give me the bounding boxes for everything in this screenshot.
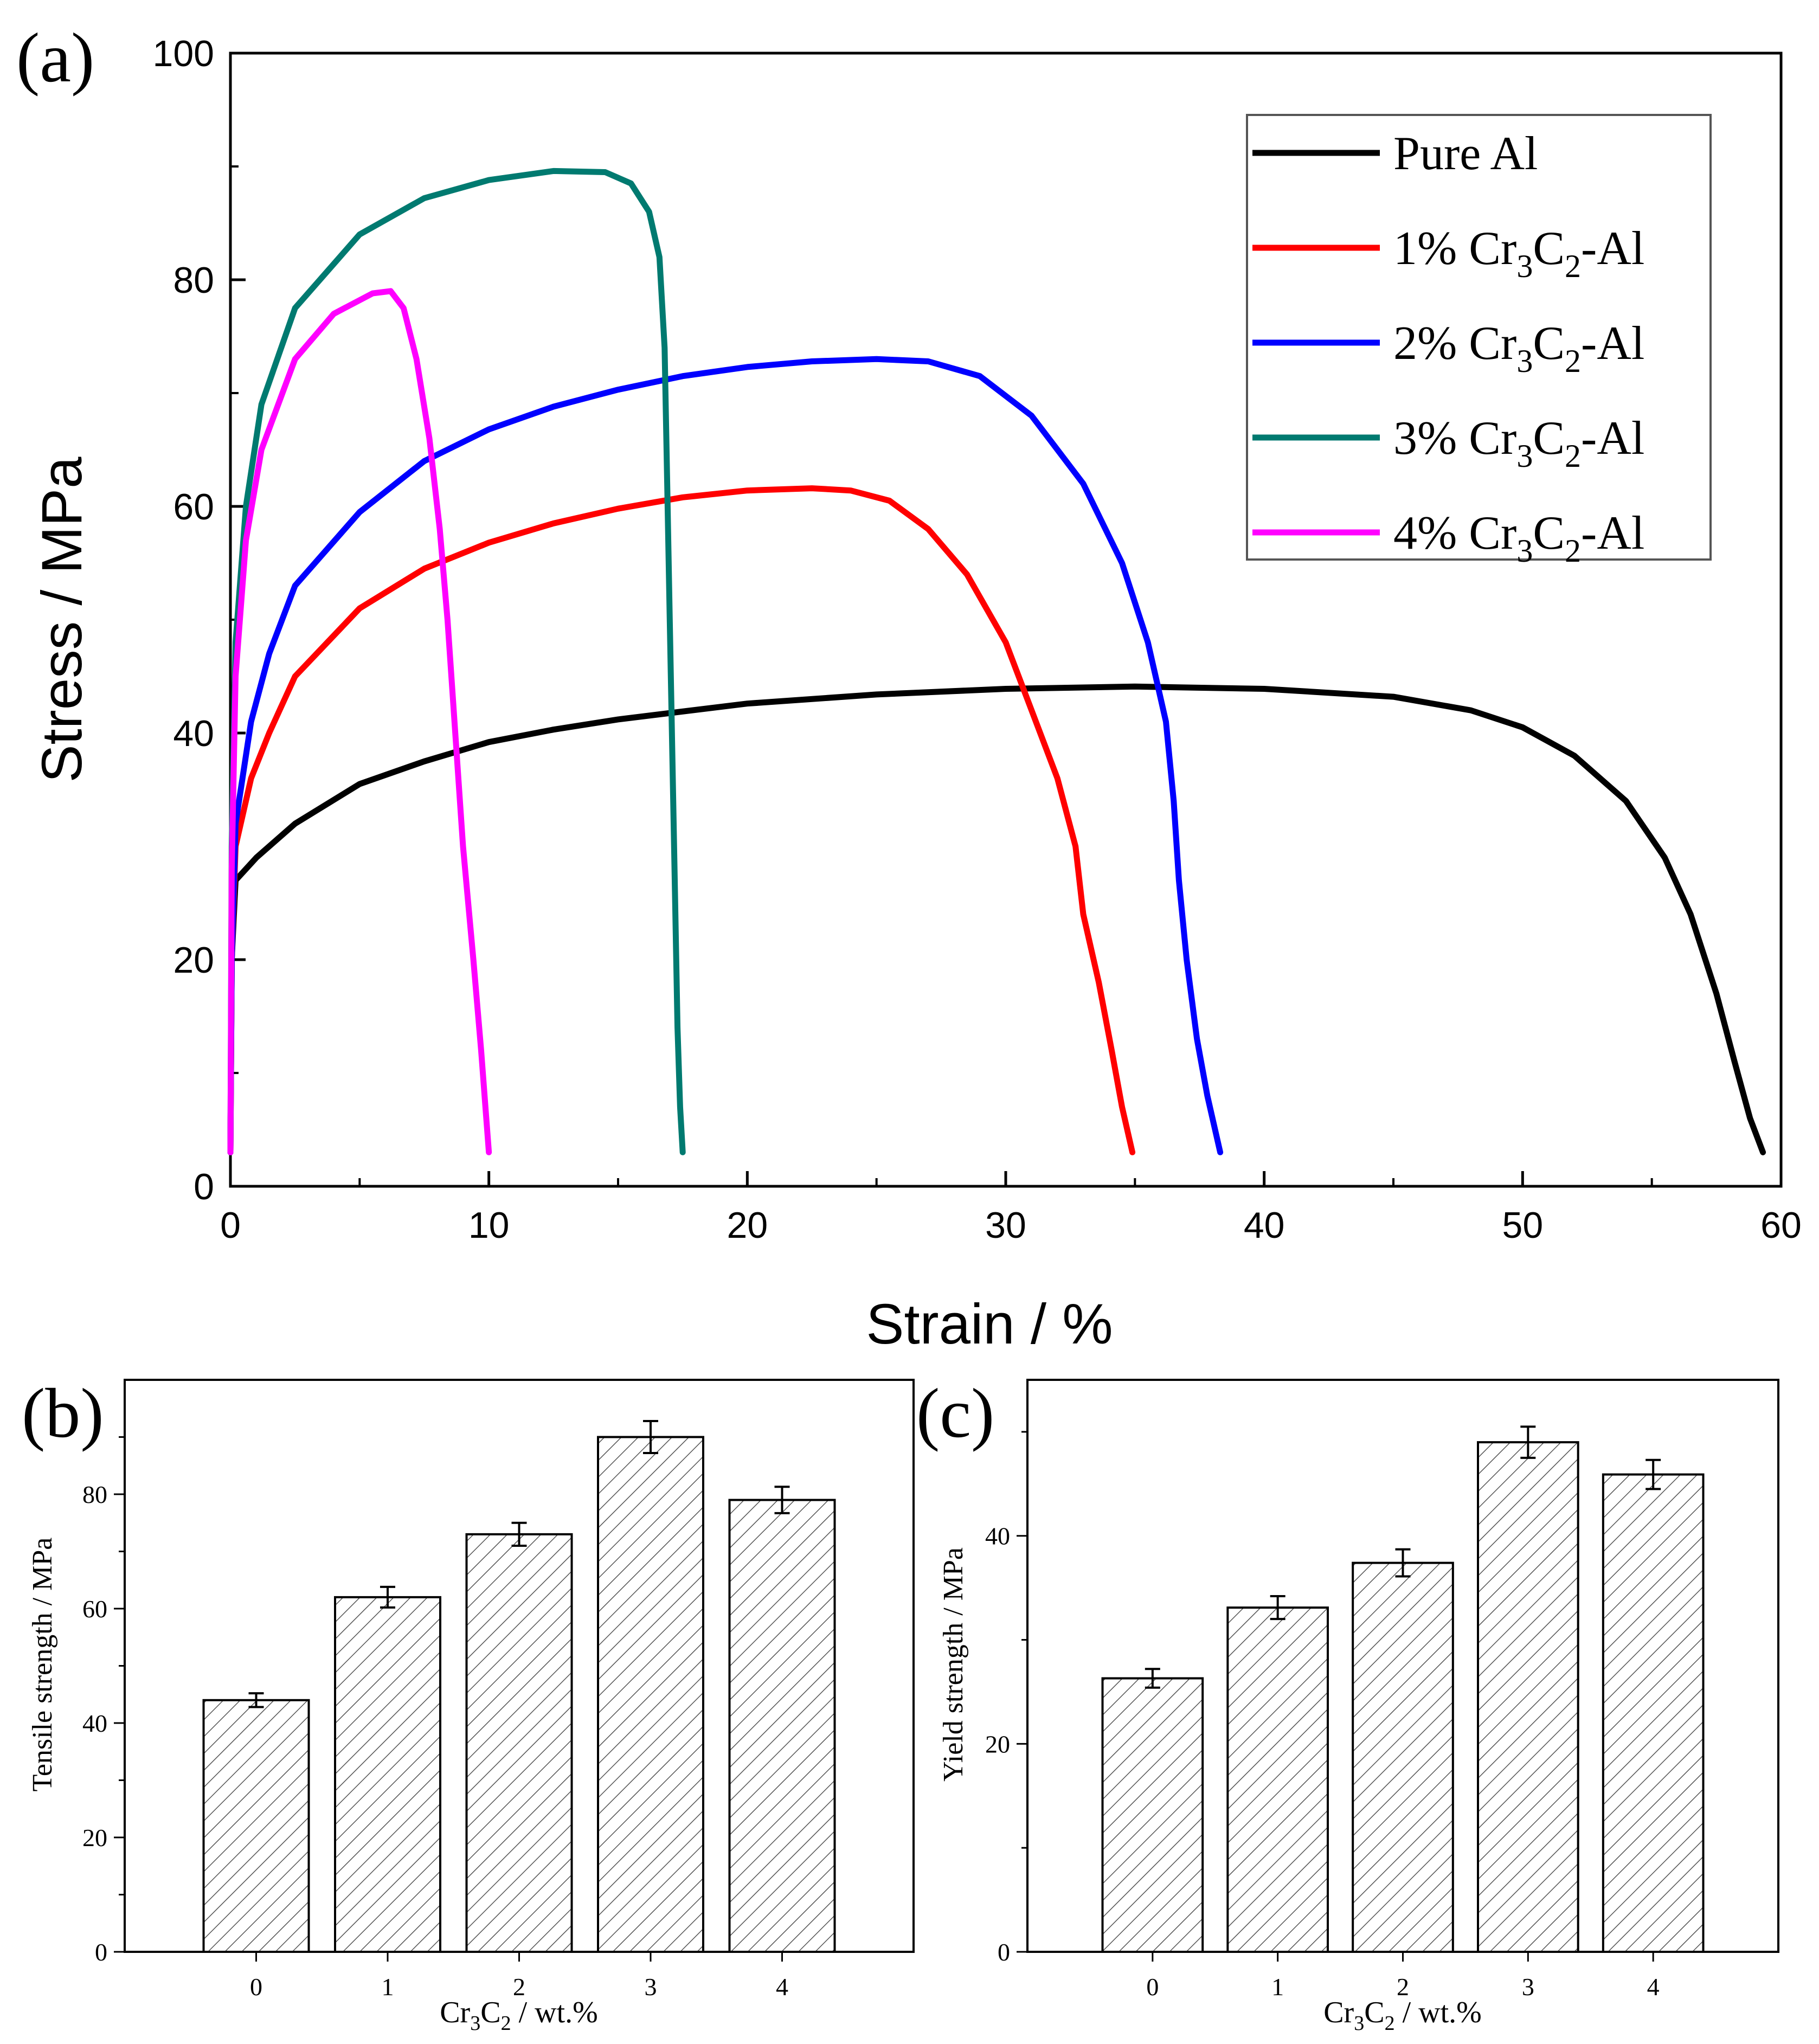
y-tick-label: 20 [985,1730,1010,1758]
x-tick-label: 30 [985,1205,1026,1246]
xlabel-part: / wt.% [511,1996,598,2029]
legend-text: 4% Cr [1393,507,1516,560]
legend-text: C [1533,222,1565,275]
y-tick-label: 40 [985,1522,1010,1550]
legend-text: -Al [1581,507,1644,560]
xlabel-subscript: 3 [1354,2012,1364,2035]
xlabel-part: C [1364,1996,1384,2029]
x-tick-label: 4 [1647,1973,1660,2001]
y-tick-label: 100 [153,33,214,74]
bar [1226,1606,1329,1953]
x-tick-label: 1 [1271,1973,1284,2001]
legend-text: 1% Cr [1393,222,1516,275]
y-axis-label: Tensile strength / MPa [27,1538,58,1792]
y-tick-label: 80 [173,260,214,301]
x-tick-label: 0 [1146,1973,1159,2001]
y-tick-label: 80 [82,1481,107,1508]
xlabel-part: C [480,1996,500,2029]
y-axis-label: Yield strength / MPa [938,1547,969,1782]
xlabel-part: Cr [1323,1996,1354,2029]
legend-text: 3% Cr [1393,412,1516,465]
legend-text: -Al [1581,412,1644,465]
legend-subscript: 3 [1516,438,1533,474]
bar [1352,1561,1454,1953]
series-line-1 [227,683,1766,1155]
x-axis-label: Cr3C2 / wt.% [440,1996,598,2035]
legend: Pure Al1% Cr3C2-Al2% Cr3C2-Al3% Cr3C2-Al… [1246,114,1712,569]
bar [465,1533,573,1953]
y-tick-label: 0 [194,1166,214,1207]
bar [597,1436,704,1953]
y-tick-label: 0 [95,1938,107,1966]
xlabel-part: Cr [440,1996,470,2029]
legend-label: 2% Cr3C2-Al [1393,317,1644,379]
legend-subscript: 2 [1565,438,1581,474]
legend-subscript: 2 [1565,248,1581,284]
x-tick-label: 1 [382,1973,394,2001]
legend-label: 1% Cr3C2-Al [1393,222,1644,284]
x-tick-label: 50 [1502,1205,1544,1246]
xlabel-subscript: 3 [470,2012,480,2035]
x-tick-label: 0 [250,1973,262,2001]
xlabel-subscript: 2 [501,2012,511,2035]
x-tick-label: 2 [1397,1973,1409,2001]
y-tick-label: 0 [998,1938,1010,1966]
legend-label: Pure Al [1393,127,1538,180]
y-tick-label: 60 [82,1595,107,1623]
panel-label-a: (a) [16,19,94,97]
bar [1602,1473,1705,1953]
y-tick-label: 20 [173,940,214,981]
bar [728,1499,836,1953]
bar [1477,1441,1579,1953]
series-line-3 [227,356,1224,1155]
legend-text: C [1533,507,1565,560]
x-tick-label: 40 [1244,1205,1285,1246]
y-tick-label: 40 [82,1709,107,1737]
legend-text: C [1533,412,1565,465]
line-chart-panel: 0 10 20 30 40 50 60 0 20 40 60 80 100 Strain / % Str… [30,33,1802,1356]
x-tick-label: 3 [1522,1973,1534,2001]
legend-text: C [1533,317,1565,370]
legend-subscript: 2 [1565,343,1581,379]
legend-box [1246,114,1712,561]
legend-text: -Al [1581,317,1644,370]
x-tick-label: 0 [220,1205,241,1246]
x-tick-label: 10 [468,1205,510,1246]
legend-subscript: 3 [1516,248,1533,284]
x-tick-label: 20 [727,1205,768,1246]
x-tick-label: 2 [513,1973,525,2001]
bar [334,1596,441,1953]
legend-text: 2% Cr [1393,317,1516,370]
x-tick-label: 4 [776,1973,788,2001]
series-line-5 [227,288,492,1155]
y-axis-label: Stress / MPa [30,457,94,783]
x-axis-label: Strain / % [866,1293,1113,1356]
x-axis-label: Cr3C2 / wt.% [1323,1996,1482,2035]
xlabel-subscript: 2 [1385,2012,1395,2035]
legend-label: 3% Cr3C2-Al [1393,412,1644,474]
panel-label-b: (b) [22,1374,104,1452]
x-tick-label: 60 [1760,1205,1802,1246]
legend-label: 4% Cr3C2-Al [1393,507,1644,569]
legend-subscript: 3 [1516,533,1533,569]
y-tick-label: 60 [173,486,214,528]
y-tick-label: 40 [173,713,214,754]
legend-text: Pure Al [1393,127,1538,180]
y-tick-label: 20 [82,1824,107,1852]
panel-label-c: (c) [916,1374,994,1452]
legend-subscript: 2 [1565,533,1581,569]
xlabel-part: / wt.% [1395,1996,1482,2029]
legend-subscript: 3 [1516,343,1533,379]
x-tick-label: 3 [645,1973,657,2001]
legend-text: -Al [1581,222,1644,275]
series-line-2 [227,485,1136,1155]
series-line-4 [227,168,686,1155]
bar [1101,1677,1204,1953]
bar [202,1699,310,1953]
